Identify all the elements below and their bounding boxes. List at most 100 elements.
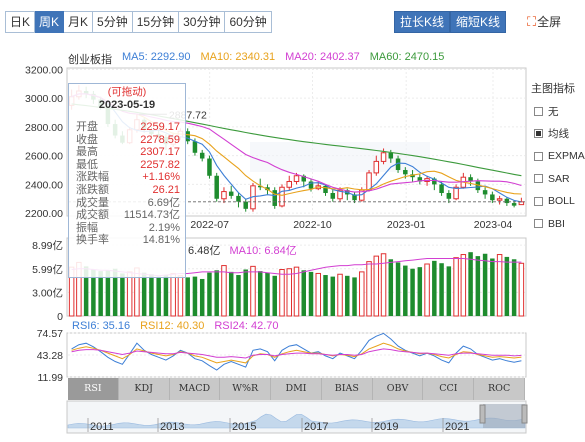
indicator-tab-6[interactable]: OBV [373, 378, 424, 400]
kline-y-tick-label: 3200.00 [25, 64, 63, 76]
rsi-y-tick-label: 43.28 [37, 350, 63, 362]
volume-bar [185, 277, 190, 316]
indicator-tab-7[interactable]: CCI [423, 378, 475, 400]
indicator-option-4[interactable]: BOLL [528, 190, 585, 213]
volume-ma10: MA10: 6.84亿 [229, 245, 297, 257]
volume-bar [496, 254, 503, 317]
indicator-option-label: SAR [548, 172, 570, 185]
candle [403, 170, 408, 175]
tooltip-row-label: 成交量 [76, 196, 109, 209]
indicator-checkbox[interactable] [534, 219, 543, 229]
fullscreen-button[interactable]: ⛶ 全屏 [527, 13, 561, 30]
period-tab-2[interactable]: 月K [64, 11, 94, 33]
indicator-option-5[interactable]: BBI [528, 213, 585, 236]
period-tab-0[interactable]: 日K [5, 11, 36, 33]
volume-bar [243, 269, 248, 316]
indicator-tab-4[interactable]: DMI [271, 378, 322, 400]
indicator-checkbox[interactable] [534, 129, 543, 139]
index-name: 创业板指 [68, 54, 112, 66]
volume-bar [395, 262, 401, 316]
candle [490, 194, 495, 201]
volume-bar [468, 252, 473, 316]
timeline-year-label: 2015 [232, 421, 256, 433]
indicator-tab-1[interactable]: KDJ [119, 378, 170, 400]
volume-bar [482, 253, 488, 316]
indicator-checkbox[interactable] [534, 151, 543, 161]
indicator-checkbox[interactable] [534, 196, 543, 206]
candle [380, 152, 387, 162]
indicator-tab-3[interactable]: W%R [220, 378, 272, 400]
tooltip-row-label: 涨跌幅 [76, 171, 109, 184]
period-tab-6[interactable]: 60分钟 [225, 11, 272, 33]
volume-bar [272, 275, 277, 316]
candle [475, 181, 481, 191]
shrink-kline-button[interactable]: 缩短K线 [450, 11, 507, 33]
candle [272, 190, 277, 206]
period-tab-4[interactable]: 15分钟 [132, 11, 180, 33]
indicator-option-3[interactable]: SAR [528, 168, 585, 191]
indicator-tab-5[interactable]: BIAS [322, 378, 373, 400]
volume-bar [265, 272, 270, 316]
indicator-option-2[interactable]: EXPMA [528, 145, 585, 168]
volume-bar [410, 268, 415, 316]
candle [511, 203, 517, 206]
volume-y-tick-label: 0 [57, 311, 63, 323]
volume-bar [417, 267, 423, 316]
volume-bar [511, 259, 517, 316]
period-tab-3[interactable]: 5分钟 [93, 11, 133, 33]
indicator-option-label: EXPMA [548, 150, 585, 163]
tooltip-row: 成交量 6.69亿 [69, 197, 185, 210]
tooltip-row-label: 成交额 [76, 209, 109, 222]
ma10-value: MA10: 2340.31 [200, 51, 276, 63]
rsi24-line [71, 348, 522, 359]
kline-x-tick-label: 2022-07 [190, 219, 229, 231]
volume-legend: 6.48亿 MA10: 6.84亿 [188, 242, 297, 258]
volume-value: 6.48亿 [188, 245, 221, 257]
indicator-checkbox[interactable] [534, 174, 543, 184]
candle [214, 175, 219, 199]
stretch-kline-button[interactable]: 拉长K线 [394, 11, 451, 33]
volume-bar [330, 276, 336, 316]
volume-bar [286, 268, 292, 317]
tooltip-row: 最低 2257.82 [69, 159, 185, 172]
tooltip-row: 涨跌幅 +1.16% [69, 171, 185, 184]
timeline-handle-left [479, 404, 486, 424]
volume-bar [98, 271, 103, 316]
period-tab-5[interactable]: 30分钟 [179, 11, 226, 33]
timeline-selection [483, 404, 525, 428]
kline-y-tick-label: 2600.00 [25, 151, 63, 163]
volume-bar [453, 257, 459, 317]
indicator-option-label: 无 [548, 105, 559, 118]
indicator-checkbox[interactable] [534, 106, 543, 116]
period-tabs: 日K 周K 月K 5分钟 15分钟 30分钟 60分钟 [5, 11, 272, 33]
tooltip-row-value: 2257.82 [140, 158, 180, 171]
volume-bar [236, 275, 241, 316]
indicator-tab-0[interactable]: RSI [68, 378, 119, 400]
tooltip-row-label: 最低 [76, 158, 98, 171]
kline-x-tick-label: 2023-01 [387, 219, 426, 231]
timeline-area [67, 413, 526, 429]
indicator-option-1[interactable]: 均线 [528, 123, 585, 146]
volume-bar [366, 261, 372, 317]
tooltip-row-value: 2278.59 [140, 133, 180, 146]
candle [207, 158, 212, 176]
candle [286, 181, 292, 188]
info-tooltip[interactable]: (可拖动) 2023-05-19 开盘 2259.17 收盘 2278.59 最高 230… [68, 83, 186, 278]
indicator-tab-8[interactable]: ROC [474, 378, 526, 400]
candle [185, 131, 190, 142]
volume-bar [156, 276, 161, 316]
indicator-option-0[interactable]: 无 [528, 100, 585, 123]
indicator-tab-2[interactable]: MACD [170, 378, 221, 400]
volume-bar [199, 278, 205, 316]
candle [192, 141, 198, 153]
volume-bar [228, 271, 234, 316]
candle [439, 184, 444, 194]
candle [330, 193, 336, 199]
indicator-option-label: 均线 [548, 128, 569, 141]
timeline-year-label: 2017 [304, 421, 328, 433]
ma-legend: 创业板指 MA5: 2292.90 MA10: 2340.31 MA20: 24… [68, 51, 444, 66]
period-tab-1[interactable]: 周K [35, 11, 65, 33]
tooltip-row: 换手率 14.81% [69, 234, 185, 247]
candle [279, 186, 285, 207]
